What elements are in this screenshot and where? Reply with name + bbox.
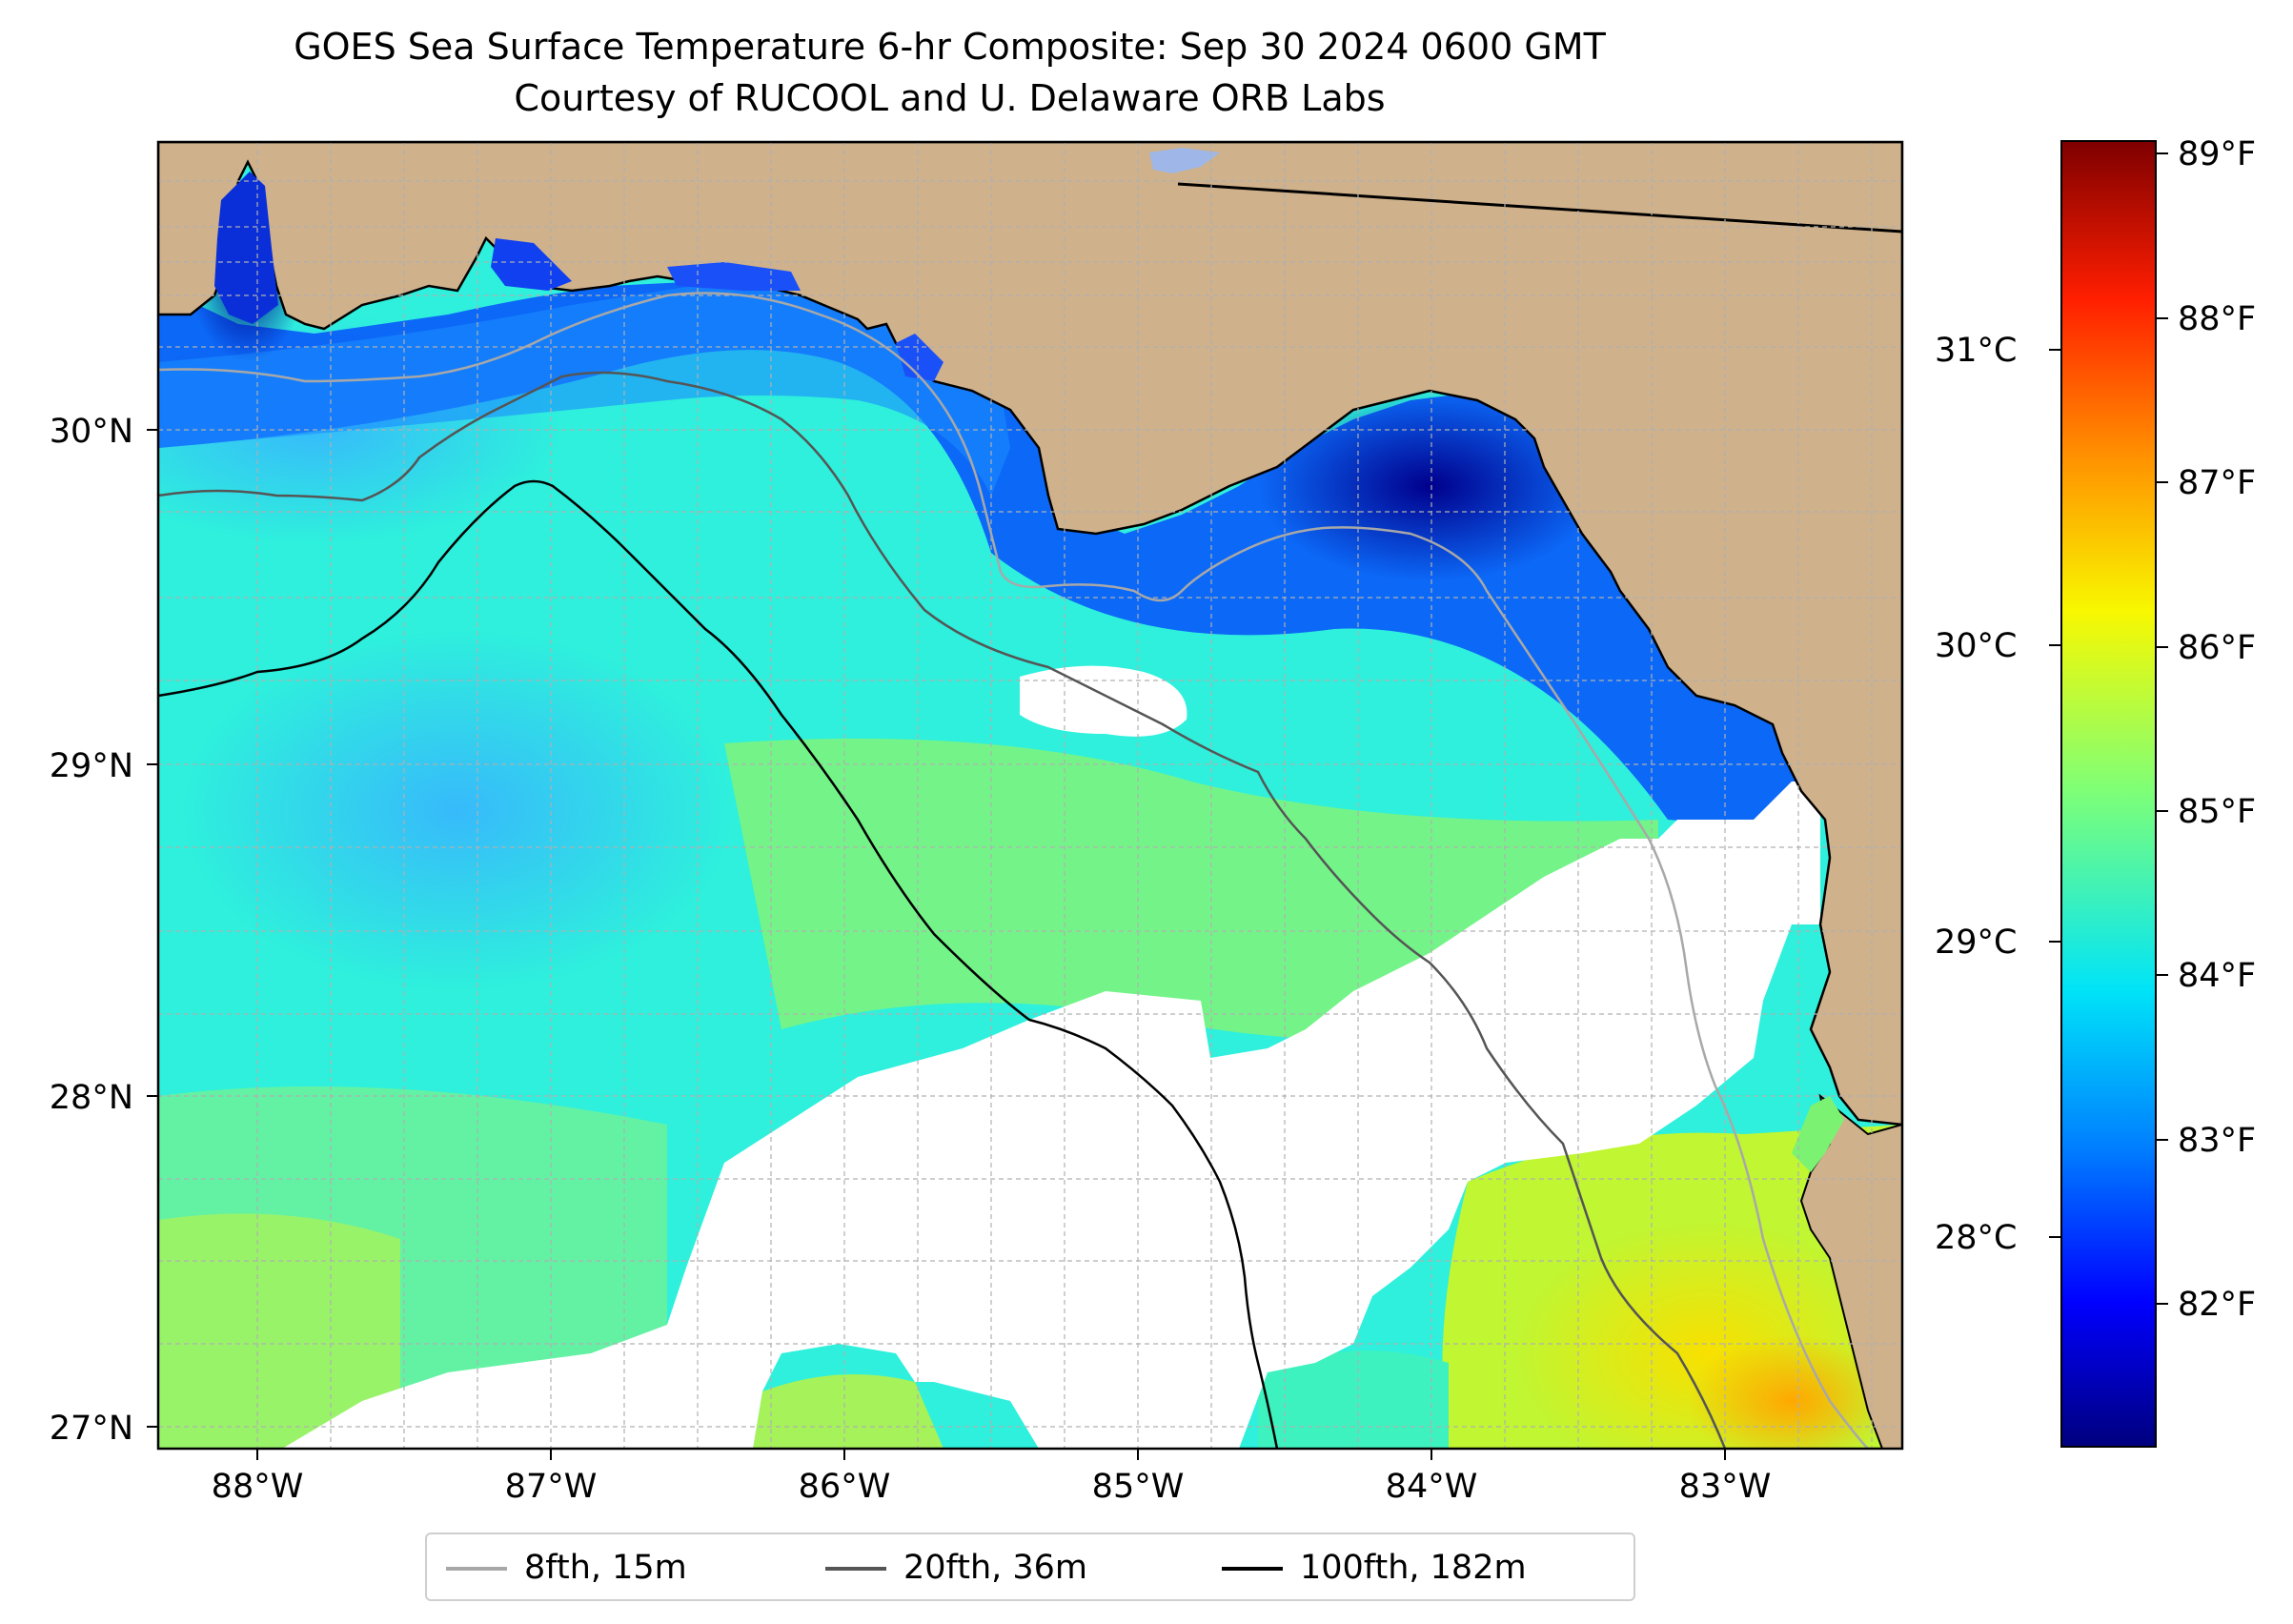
map-subtitle: Courtesy of RUCOOL and U. Delaware ORB L… xyxy=(514,77,1386,119)
cb-tick-82f xyxy=(2157,1303,2168,1305)
lat-label-27n: 27°N xyxy=(49,1410,133,1448)
legend-label-100fth: 100fth, 182m xyxy=(1300,1549,1527,1587)
gridlines xyxy=(158,142,1902,1449)
cb-tick-31c xyxy=(2049,349,2060,351)
cb-tick-85f xyxy=(2157,810,2168,812)
isobath-100fth xyxy=(158,479,1279,1449)
colorbar-label-82f: 82°F xyxy=(2178,1286,2257,1324)
axis-ticks xyxy=(147,429,1726,1460)
lon-label-86w: 86°W xyxy=(798,1468,891,1506)
lake-seminole xyxy=(1149,148,1220,173)
cb-tick-30c xyxy=(2049,644,2060,646)
cb-tick-29c xyxy=(2049,941,2060,943)
map-frame xyxy=(156,140,1904,1451)
warm-water-sw-inner xyxy=(158,1213,400,1449)
colorbar-label-85f: 85°F xyxy=(2178,793,2257,831)
cb-tick-89f xyxy=(2157,152,2168,154)
colorbar-label-30c: 30°C xyxy=(1935,627,2018,665)
tampa-bay-water xyxy=(1792,1096,1844,1172)
cb-tick-86f xyxy=(2157,646,2168,648)
state-border xyxy=(1177,182,1902,233)
cool-water-s xyxy=(1258,1350,1449,1449)
lon-label-83w: 83°W xyxy=(1678,1468,1772,1506)
no-data-region-north xyxy=(1020,665,1187,737)
colorbar-label-29c: 29°C xyxy=(1935,924,2018,962)
colorbar-label-86f: 86°F xyxy=(2178,629,2257,667)
cb-tick-84f xyxy=(2157,974,2168,976)
choctawhatchee-bay xyxy=(667,262,801,291)
cool-pool xyxy=(181,629,734,991)
big-bend-cold xyxy=(1258,391,1601,581)
st-andrews-bay xyxy=(896,334,944,381)
shelf-transition xyxy=(158,276,1010,496)
legend-label-8fth: 8fth, 15m xyxy=(524,1549,687,1587)
lon-label-85w: 85°W xyxy=(1091,1468,1185,1506)
lat-label-30n: 30°N xyxy=(49,413,133,451)
isobath-legend: 8fth, 15m 20fth, 36m 100fth, 182m xyxy=(425,1533,1635,1601)
legend-swatch-20fth xyxy=(825,1567,886,1571)
cb-tick-88f xyxy=(2157,317,2168,319)
colorbar-label-87f: 87°F xyxy=(2178,464,2257,502)
map-title: GOES Sea Surface Temperature 6-hr Compos… xyxy=(294,26,1606,68)
legend-label-20fth: 20fth, 36m xyxy=(903,1549,1088,1587)
colorbar-label-28c: 28°C xyxy=(1935,1219,2018,1257)
lon-label-88w: 88°W xyxy=(211,1468,304,1506)
colorbar-label-88f: 88°F xyxy=(2178,300,2257,338)
cb-tick-83f xyxy=(2157,1139,2168,1141)
colorbar-label-84f: 84°F xyxy=(2178,957,2257,995)
cb-tick-87f xyxy=(2157,481,2168,483)
lat-label-29n: 29°N xyxy=(49,747,133,785)
pensacola-bay xyxy=(491,238,572,291)
colorbar-label-89f: 89°F xyxy=(2178,135,2257,173)
isobath-20fth xyxy=(158,371,1727,1449)
lon-label-87w: 87°W xyxy=(504,1468,598,1506)
green-patch-s xyxy=(753,1374,944,1449)
lat-label-28n: 28°N xyxy=(49,1079,133,1117)
no-data-region-south xyxy=(282,782,1792,1449)
colorbar-label-31c: 31°C xyxy=(1935,332,2018,370)
legend-swatch-100fth xyxy=(1222,1567,1283,1571)
map-data-layer xyxy=(158,142,1902,1449)
colorbar-label-83f: 83°F xyxy=(2178,1122,2257,1160)
colorbar xyxy=(2060,140,2157,1448)
mobile-bay xyxy=(214,172,278,324)
cb-tick-28c xyxy=(2049,1236,2060,1238)
lon-label-84w: 84°W xyxy=(1385,1468,1478,1506)
legend-swatch-8fth xyxy=(446,1567,507,1571)
isobath-8fth xyxy=(158,292,1869,1449)
